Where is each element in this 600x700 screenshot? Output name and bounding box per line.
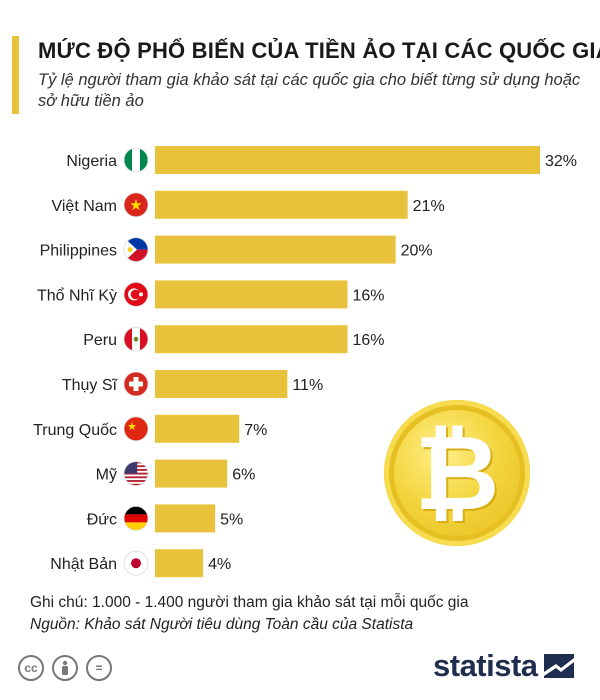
value-label: 11% — [292, 377, 323, 394]
bar — [155, 190, 408, 219]
cc-icon-label: cc — [24, 661, 38, 675]
flag-usa-icon — [123, 461, 149, 487]
category-label: Việt Nam — [51, 198, 117, 215]
value-label: 16% — [353, 287, 385, 304]
bar — [155, 235, 396, 264]
flag-switzerland-icon — [123, 371, 149, 397]
flag-china-icon: ★ — [123, 416, 149, 442]
source-text: Nguồn: Khảo sát Người tiêu dùng Toàn cầu… — [30, 616, 414, 633]
value-label: 21% — [413, 198, 445, 215]
value-label: 5% — [220, 511, 243, 528]
category-label: Thụy Sĩ — [62, 377, 119, 394]
bar — [155, 280, 348, 309]
flag-vietnam-icon: ★ — [123, 192, 149, 218]
footnote: Ghi chú: 1.000 - 1.400 người tham gia kh… — [30, 594, 469, 611]
flag-turkey-icon — [123, 281, 149, 307]
category-label: Đức — [87, 511, 117, 528]
bar-row: Thụy Sĩ 11% — [62, 370, 323, 398]
flag-philippines-icon — [123, 237, 149, 262]
value-label: 16% — [353, 332, 385, 349]
category-label: Nhật Bản — [50, 556, 117, 573]
creative-commons-icon[interactable]: cc — [18, 655, 44, 681]
bar-row: Đức 5% — [87, 504, 243, 533]
chart-subtitle: Tỷ lệ người tham gia khảo sát tại các qu… — [38, 71, 581, 110]
bar — [155, 325, 348, 354]
bar-row: Trung Quốc ★ 7% — [33, 414, 267, 443]
license-icons: cc = — [18, 655, 112, 681]
no-derivatives-icon[interactable]: = — [86, 655, 112, 681]
bitcoin-symbol: ₿ — [414, 412, 500, 534]
value-label: 7% — [244, 422, 267, 439]
attribution-icon[interactable] — [52, 655, 78, 681]
flag-japan-icon — [123, 550, 149, 576]
bar — [155, 549, 204, 578]
value-label: 6% — [232, 467, 255, 484]
nd-icon-label: = — [95, 661, 103, 675]
statista-logo[interactable]: statista — [433, 648, 574, 684]
title-accent-bar — [12, 36, 19, 114]
flag-germany-icon — [123, 505, 149, 531]
bar-row: Nhật Bản 4% — [50, 549, 231, 578]
statista-mark-icon — [543, 654, 574, 678]
category-label: Trung Quốc — [33, 422, 117, 439]
svg-text:★: ★ — [127, 421, 137, 433]
bar-row: Việt Nam ★ 21% — [51, 190, 445, 219]
bar — [155, 459, 228, 488]
value-label: 20% — [401, 243, 433, 260]
bar-row: Thổ Nhĩ Kỳ 16% — [37, 280, 385, 309]
category-label: Peru — [83, 332, 117, 349]
bar-row: Peru 16% — [83, 325, 385, 354]
bitcoin-icon: ₿ — [384, 400, 530, 546]
bar — [155, 370, 288, 398]
svg-text:★: ★ — [129, 197, 142, 214]
bar-row: Philippines 20% — [40, 235, 433, 264]
category-label: Thổ Nhĩ Kỳ — [37, 286, 117, 304]
category-label: Mỹ — [96, 467, 117, 484]
bar — [155, 146, 540, 174]
bar-chart: Nigeria 32% Việt Nam ★ 21% Philippines 20% Thổ … — [33, 146, 577, 578]
bar-row: Nigeria 32% — [66, 146, 577, 174]
category-label: Philippines — [40, 243, 117, 260]
flag-nigeria-icon — [123, 147, 149, 173]
category-label: Nigeria — [66, 153, 117, 170]
bar — [155, 504, 216, 533]
chart-title: MỨC ĐỘ PHỔ BIẾN CỦA TIỀN ẢO TẠI CÁC QUỐC… — [38, 38, 600, 63]
flag-peru-icon — [123, 326, 149, 352]
bar — [155, 414, 240, 443]
bar-row: Mỹ 6% — [96, 459, 255, 488]
value-label: 32% — [545, 153, 577, 170]
brand-name: statista — [433, 648, 538, 683]
value-label: 4% — [208, 556, 231, 573]
